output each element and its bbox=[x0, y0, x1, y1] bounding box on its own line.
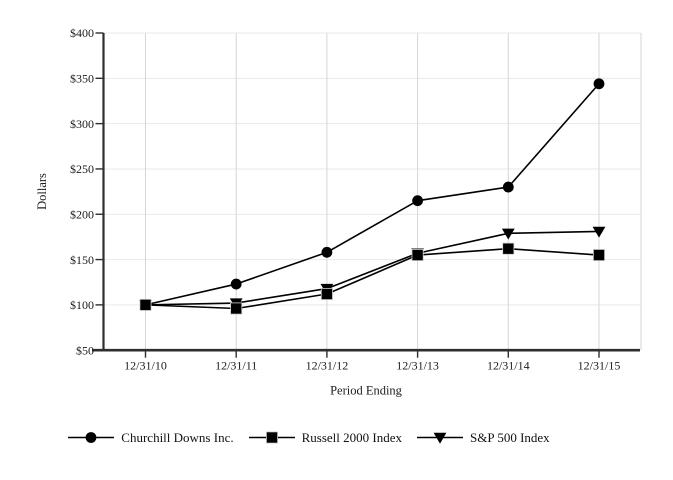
russell-2000-index-marker bbox=[230, 302, 243, 315]
legend-circle-marker bbox=[85, 432, 97, 443]
russell-2000-index-marker bbox=[593, 249, 606, 262]
russell-2000-index-marker bbox=[502, 242, 515, 255]
s-p-500-index-marker bbox=[592, 226, 606, 238]
s-p-500-index-marker bbox=[501, 228, 515, 240]
russell-2000-index-marker bbox=[139, 298, 152, 311]
circle-marker-icon bbox=[68, 432, 115, 443]
y-tick-label: $150 bbox=[70, 253, 94, 267]
y-tick-label: $300 bbox=[70, 117, 94, 131]
x-tick-label: 12/31/11 bbox=[215, 359, 257, 373]
y-tick-label: $200 bbox=[70, 207, 94, 221]
legend-item-russell-2000-index: Russell 2000 Index bbox=[248, 429, 402, 446]
legend-item-churchill-downs-inc: Churchill Downs Inc. bbox=[68, 429, 234, 446]
x-tick-label: 12/31/15 bbox=[578, 359, 621, 373]
x-tick-label: 12/31/10 bbox=[124, 359, 167, 373]
line-chart-canvas: $50 $100 $150 $200 $250 $300 $350 $400 12/31/10 1… bbox=[35, 26, 642, 398]
legend-label: Churchill Downs Inc. bbox=[121, 429, 234, 445]
series-line-churchill-downs-inc bbox=[145, 83, 600, 306]
square-marker-icon bbox=[248, 431, 295, 444]
churchill-downs-inc-marker bbox=[593, 78, 605, 90]
x-tick-label: 12/31/13 bbox=[396, 359, 439, 373]
y-tick-label: $100 bbox=[70, 298, 94, 312]
x-tick-label: 12/31/12 bbox=[306, 359, 349, 373]
y-tick-label: $250 bbox=[70, 162, 94, 176]
series-line-s-p-500-index bbox=[145, 230, 600, 306]
russell-2000-index-marker bbox=[411, 249, 424, 262]
x-tick-label: 12/31/14 bbox=[487, 359, 530, 373]
chart-legend: Churchill Downs Inc. Russell 2000 Index S&… bbox=[0, 429, 673, 446]
legend-label: S&P 500 Index bbox=[469, 429, 550, 445]
series-line-russell-2000-index bbox=[145, 247, 600, 310]
y-axis-title: Dollars bbox=[35, 173, 49, 210]
churchill-downs-inc-marker bbox=[321, 246, 333, 258]
churchill-downs-inc-marker bbox=[412, 195, 423, 207]
russell-2000-index-marker bbox=[320, 288, 333, 301]
legend-label: Russell 2000 Index bbox=[301, 429, 402, 445]
y-tick-label: $350 bbox=[70, 72, 94, 86]
y-tick-label: $50 bbox=[76, 343, 94, 357]
y-tick-label: $400 bbox=[70, 26, 94, 40]
legend-square-marker bbox=[265, 431, 278, 444]
triangle-down-marker-icon bbox=[416, 432, 463, 444]
churchill-downs-inc-marker bbox=[502, 181, 514, 193]
x-axis-title: Period Ending bbox=[330, 384, 403, 398]
legend-item-s-p-500-index: S&P 500 Index bbox=[416, 429, 550, 446]
churchill-downs-inc-marker bbox=[230, 278, 242, 290]
legend-triangle-down-marker bbox=[433, 432, 447, 444]
